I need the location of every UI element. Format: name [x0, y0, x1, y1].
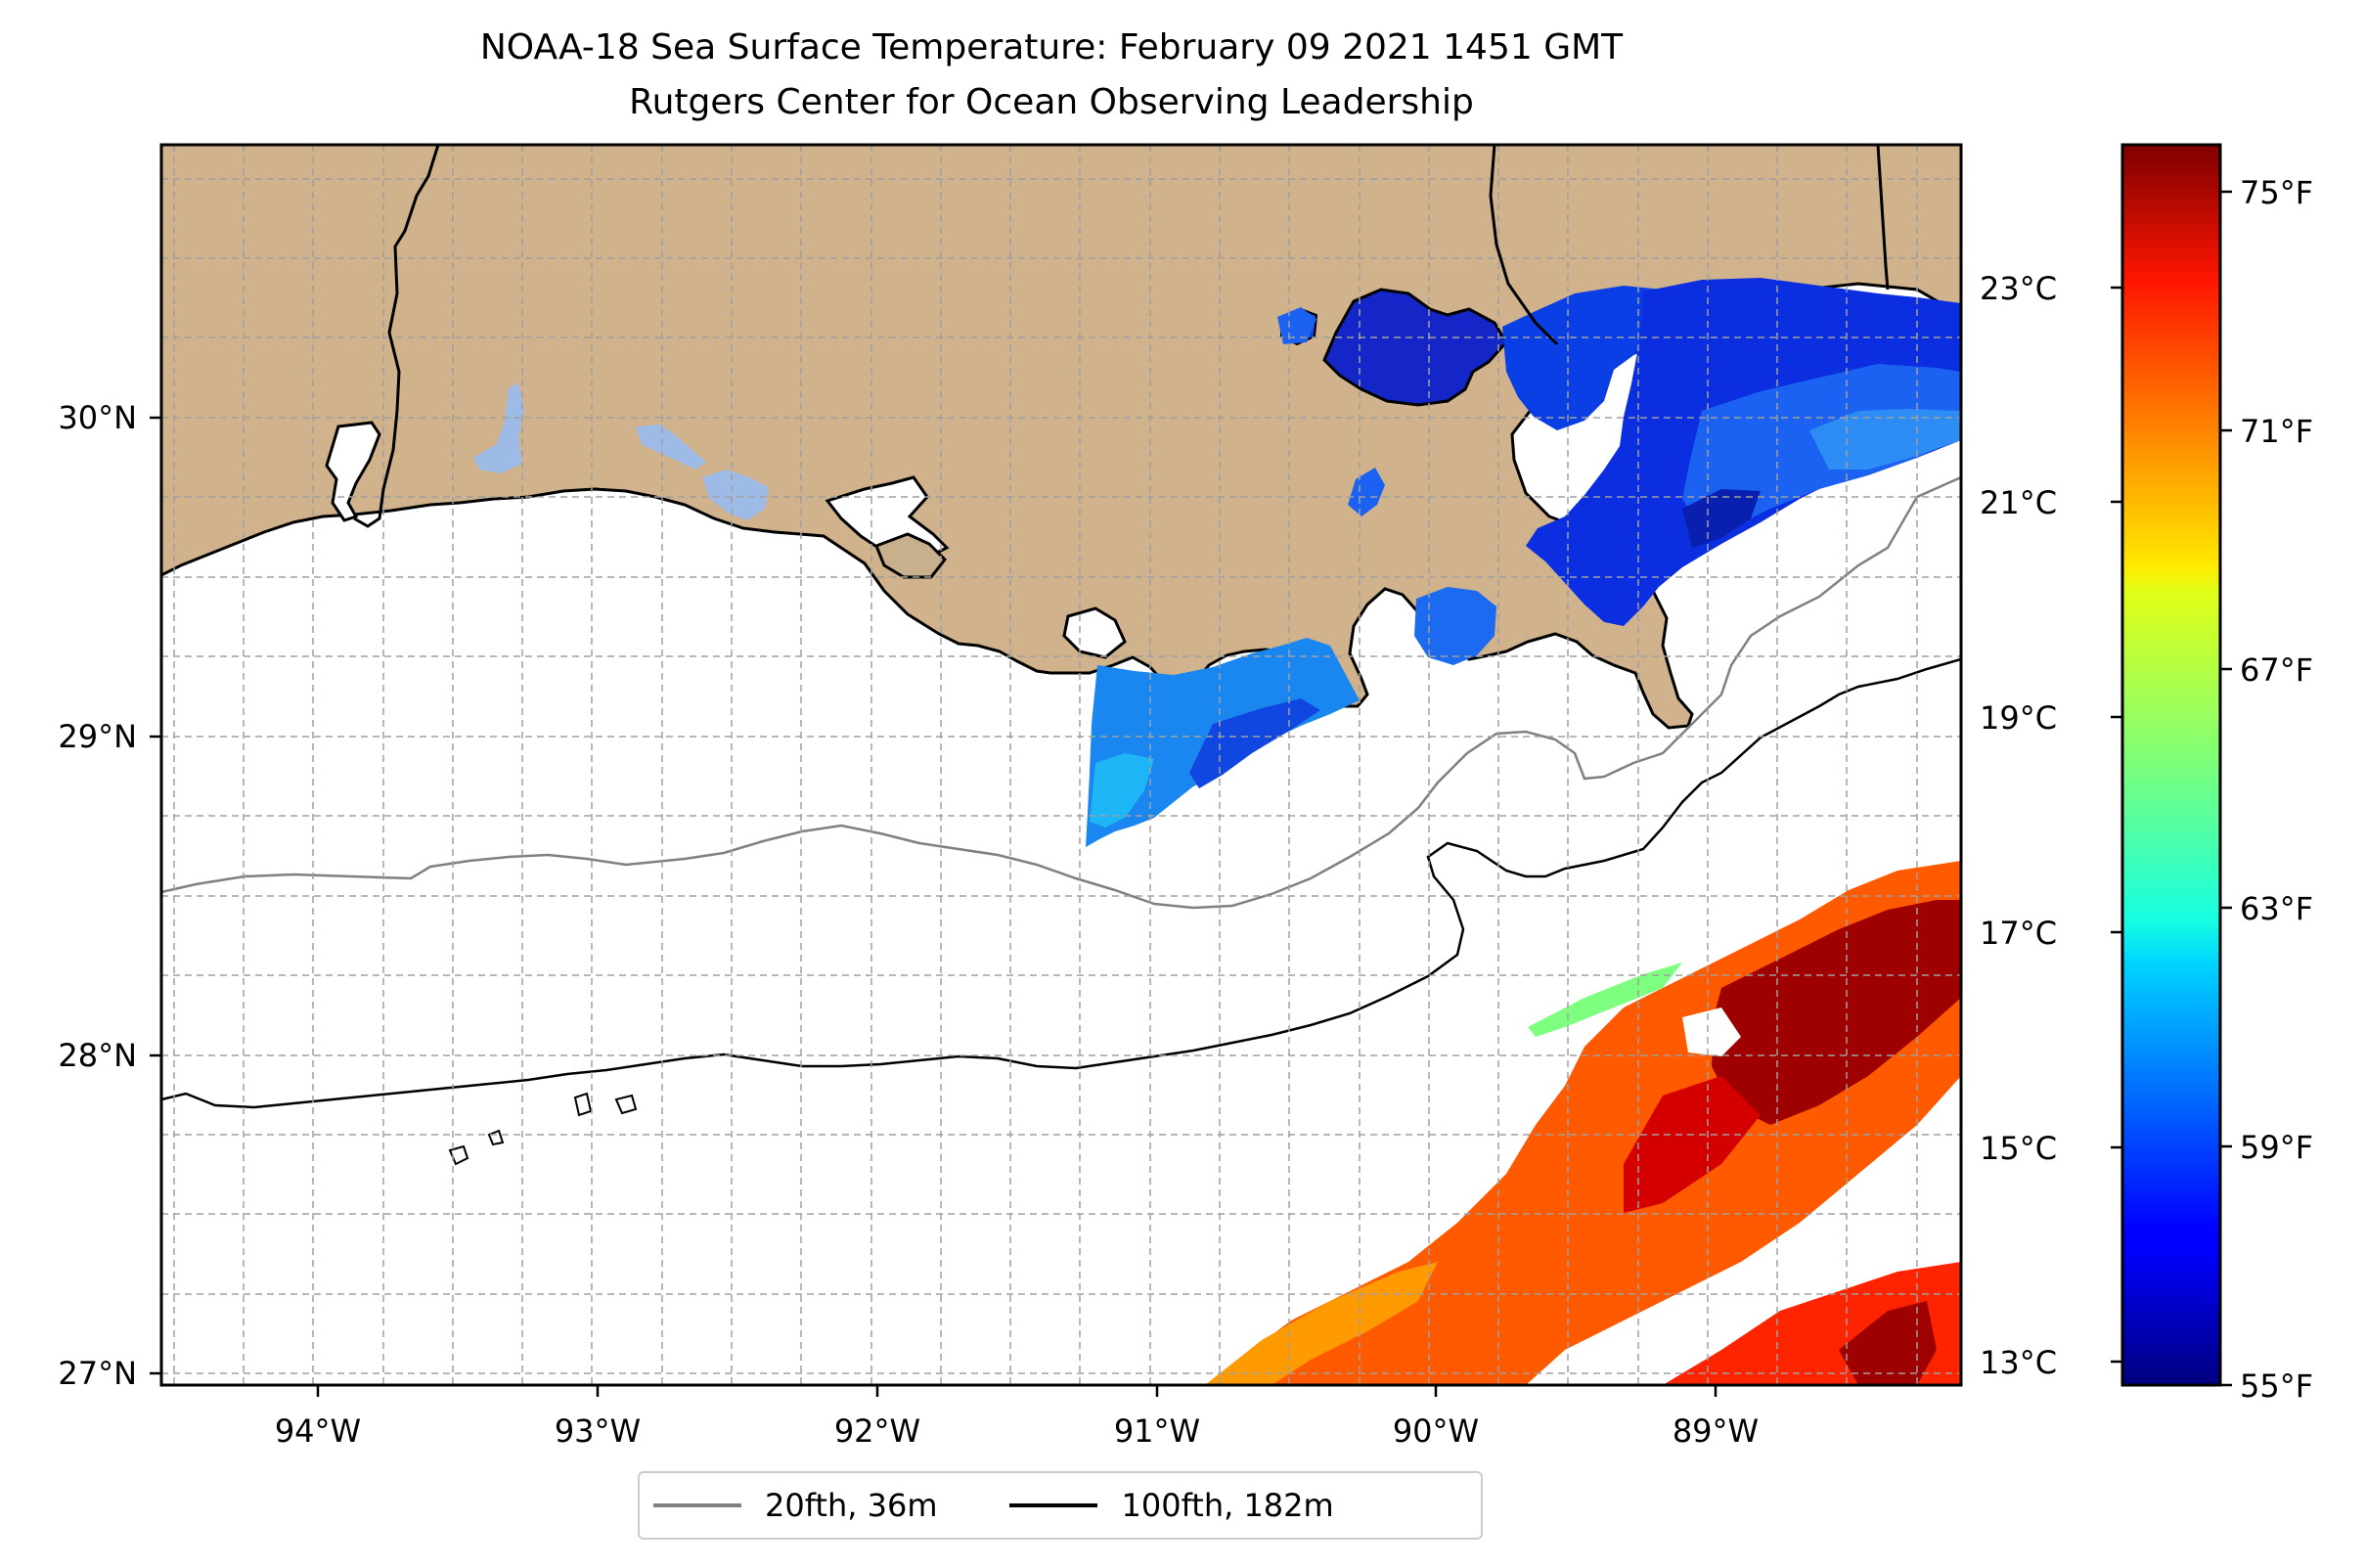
- lat-tick-label: 29°N: [58, 718, 137, 755]
- lake-pontchartrain: [1322, 288, 1508, 407]
- colorbar-celsius-tick: 19°C: [1980, 699, 2057, 737]
- sst-cloud-gap: [1682, 1008, 1741, 1056]
- state-border: [353, 145, 440, 528]
- colorbar-fahrenheit-tick: 59°F: [2240, 1129, 2313, 1166]
- lon-tick-label: 89°W: [1673, 1412, 1759, 1450]
- sst-atchafalaya-light: [1090, 753, 1154, 828]
- lon-tick-label: 92°W: [834, 1412, 920, 1450]
- white-lake: [473, 383, 524, 473]
- lon-tick-label: 93°W: [555, 1412, 641, 1450]
- sst-delta-dark: [1682, 489, 1761, 548]
- colorbar-fahrenheit-tick: 63°F: [2240, 890, 2313, 927]
- sst-cool-sliver: [1528, 963, 1682, 1037]
- colorbar-celsius-tick: 17°C: [1980, 915, 2057, 952]
- marsh-island: [874, 532, 947, 579]
- lon-tick-label: 94°W: [275, 1412, 361, 1450]
- map-frame: [159, 143, 1963, 1387]
- legend-item-100fth: 100fth, 182m: [996, 1487, 1334, 1524]
- sst-warm-edge: [1205, 1262, 1438, 1385]
- sst-river-corridor: [1502, 286, 1682, 430]
- colorbar-celsius-tick: 23°C: [1980, 270, 2057, 307]
- sst-atchafalaya-dark: [1189, 698, 1320, 788]
- calcasieu-lake: [325, 421, 381, 522]
- legend-swatch-20fth: [653, 1503, 741, 1507]
- colorbar-celsius-tick: 15°C: [1980, 1130, 2057, 1167]
- lat-tick-label: 28°N: [58, 1037, 137, 1074]
- contour-20fth: [161, 475, 1961, 910]
- reef-outlines: [448, 1092, 638, 1166]
- sst-barataria: [1414, 587, 1496, 665]
- lat-tick-label: 30°N: [58, 399, 137, 436]
- sst-mid-patch: [1348, 468, 1385, 516]
- colorbar-celsius-tick: 21°C: [1980, 484, 2057, 521]
- grand-lake: [636, 425, 706, 470]
- grand-lake-east: [702, 470, 769, 520]
- colorbar-celsius-tick: 13°C: [1980, 1344, 2057, 1381]
- colorbar-gradient: [2120, 143, 2222, 1387]
- lat-tick-label: 27°N: [58, 1355, 137, 1392]
- legend-swatch-100fth: [1009, 1503, 1098, 1507]
- sst-hot-secondary: [1624, 1076, 1761, 1213]
- gridlines: [161, 145, 1961, 1385]
- lon-tick-label: 91°W: [1114, 1412, 1200, 1450]
- legend-item-20fth: 20fth, 36m: [640, 1487, 937, 1524]
- axis-ticks: [150, 416, 1718, 1397]
- sst-southeast-hot: [1839, 1301, 1937, 1385]
- map-title-line-1: NOAA-18 Sea Surface Temperature: Februar…: [479, 27, 1624, 67]
- colorbar-fahrenheit-tick: 67°F: [2240, 651, 2313, 689]
- colorbar-fahrenheit-tick: 71°F: [2240, 413, 2313, 450]
- legend-label-20fth: 20fth, 36m: [765, 1487, 938, 1524]
- legend-label-100fth: 100fth, 182m: [1121, 1487, 1334, 1524]
- sst-hot-core: [1712, 900, 1961, 1125]
- map-title-line-2: Rutgers Center for Ocean Observing Leade…: [629, 82, 1474, 122]
- contour-legend: 20fth, 36m 100fth, 182m: [638, 1471, 1483, 1540]
- contour-100fth: [161, 657, 1961, 1109]
- colorbar-fahrenheit-tick: 75°F: [2240, 174, 2313, 211]
- state-border-far-east: [1876, 145, 1890, 291]
- map-panel: [161, 145, 1961, 1385]
- sst-mid-patch-2: [1277, 307, 1316, 344]
- state-border-east: [1489, 145, 1559, 346]
- colorbar: 23°C 21°C 19°C 17°C 15°C 13°C 75°F 71°F …: [1980, 143, 2313, 1405]
- lon-tick-label: 90°W: [1393, 1412, 1479, 1450]
- colorbar-fahrenheit-tick: 55°F: [2240, 1367, 2313, 1405]
